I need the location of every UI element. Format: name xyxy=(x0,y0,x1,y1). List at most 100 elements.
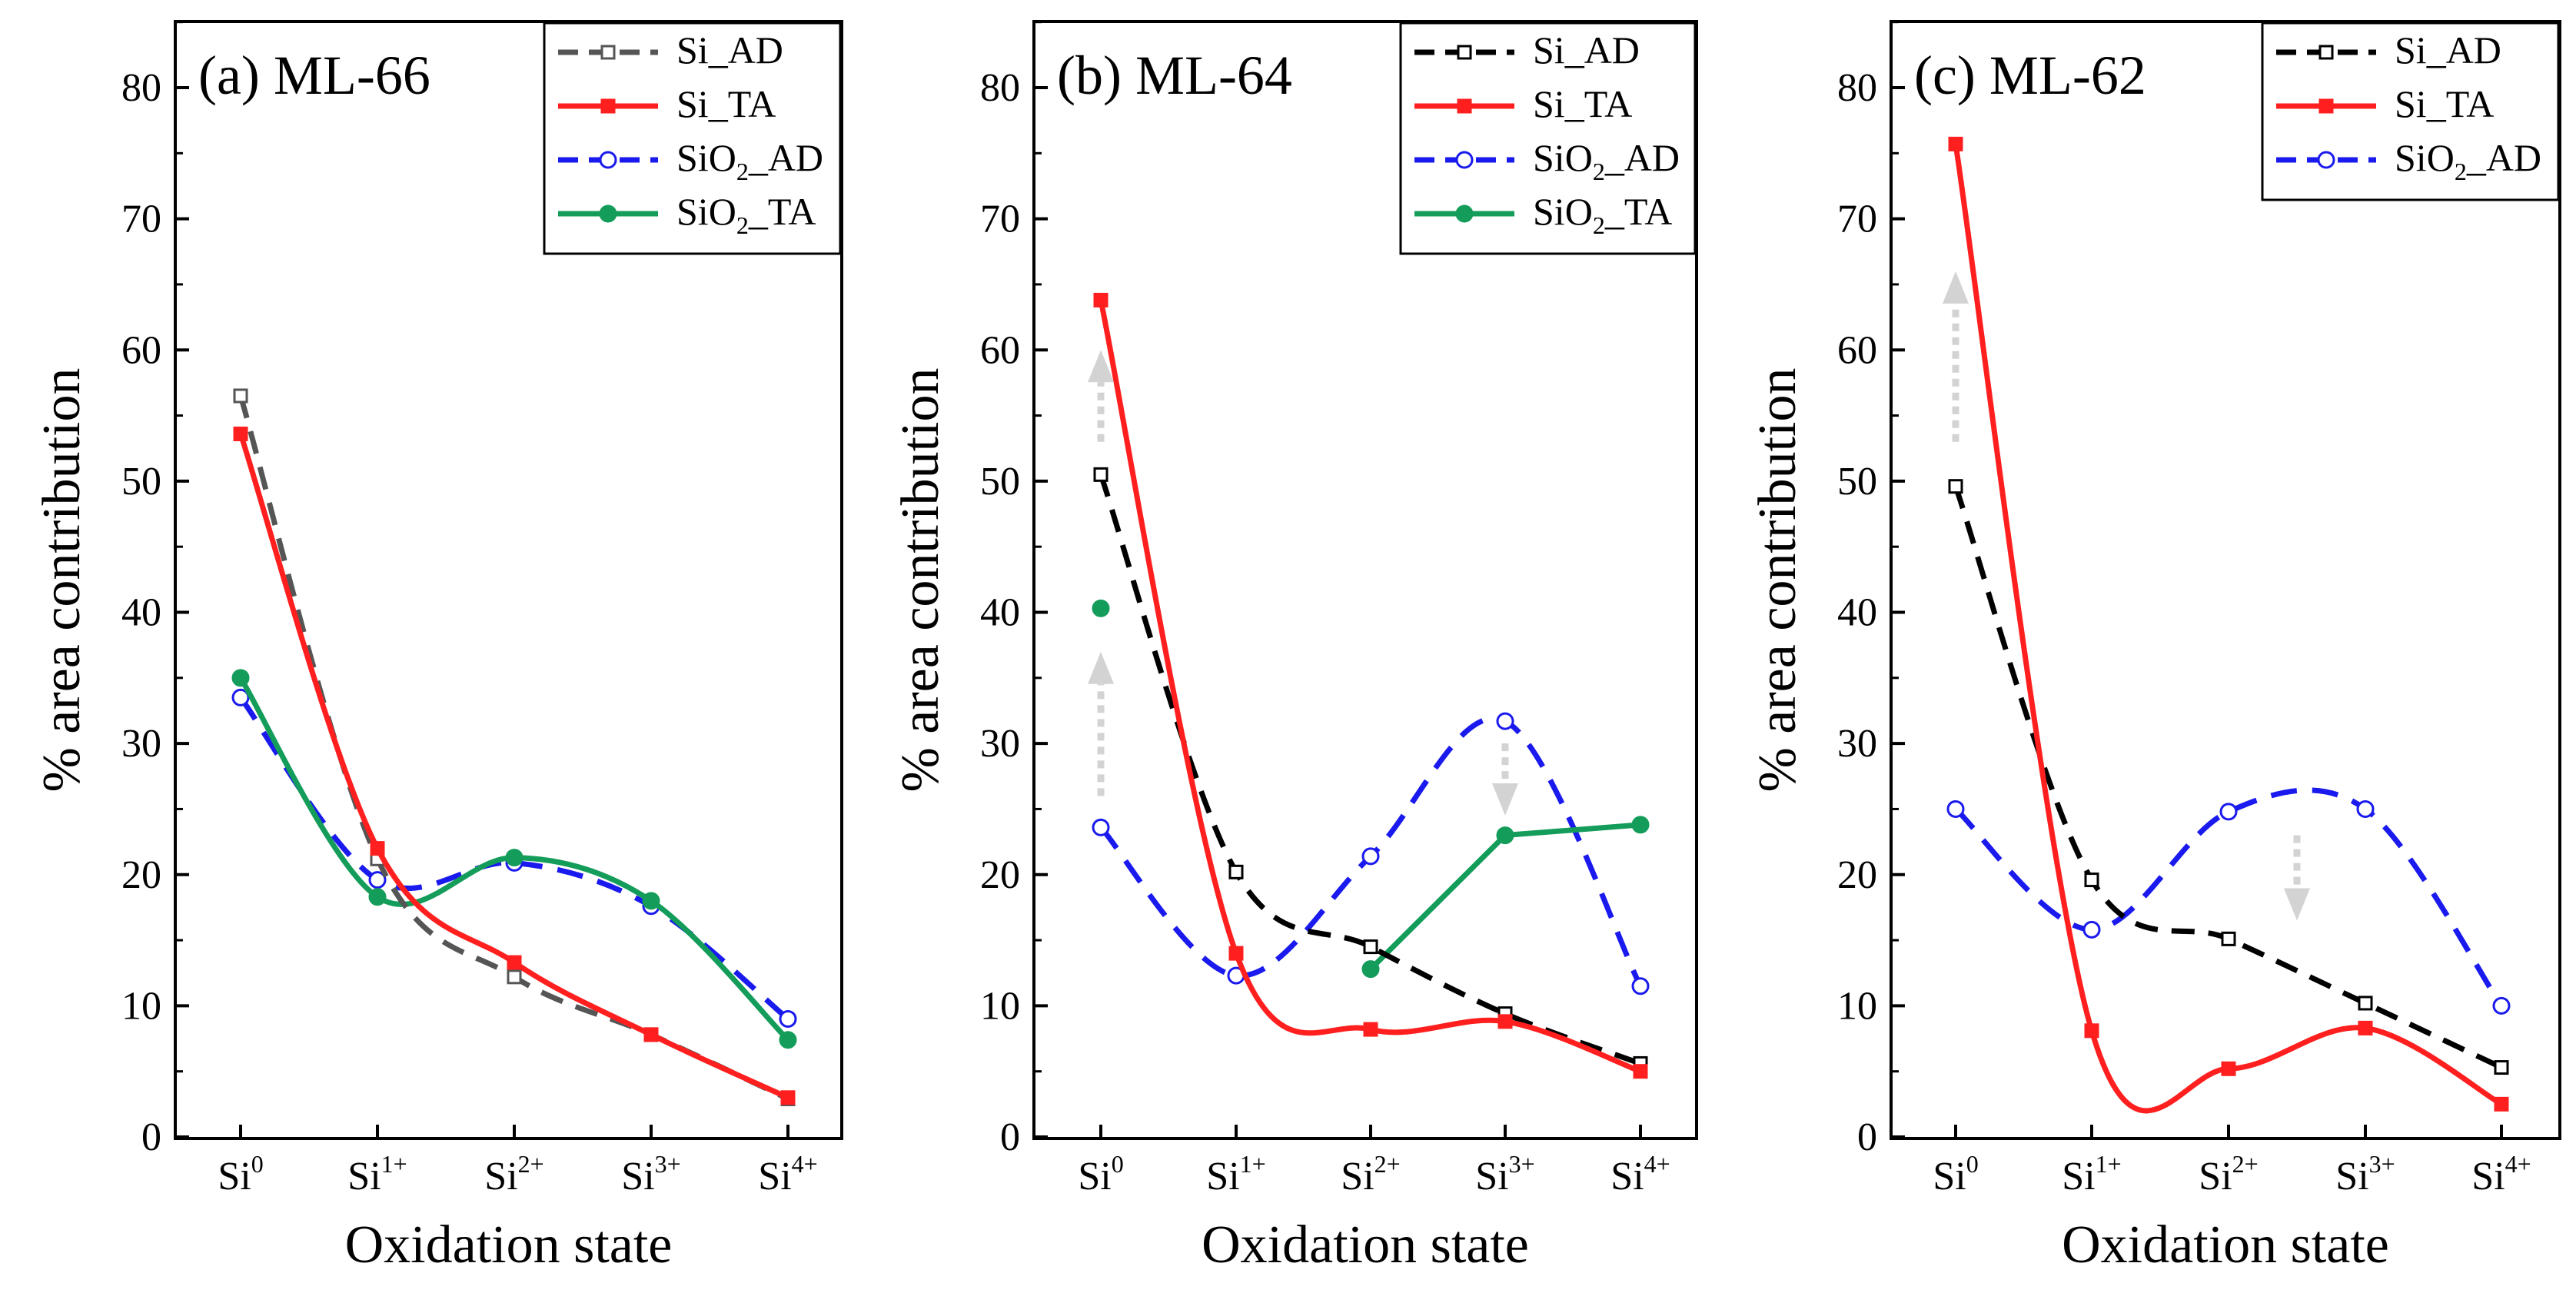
data-point-sio2-ta-si0 xyxy=(231,669,250,687)
x-tick-label-si4-: Si4+ xyxy=(1610,1150,1670,1198)
data-point-si-ad-si0 xyxy=(1948,479,1963,494)
data-point-si-ta-si0 xyxy=(233,426,248,441)
data-point-sio2-ad-si1- xyxy=(2082,920,2101,939)
data-point-sio2-ad-si1- xyxy=(368,871,387,889)
y-tick-label: 50 xyxy=(980,460,1020,504)
data-point-si-ta-si3- xyxy=(2358,1020,2373,1035)
series-line xyxy=(238,433,789,1100)
x-tick-label-si0: Si0 xyxy=(1078,1150,1123,1198)
data-point-si-ta-si0 xyxy=(1948,136,1963,151)
y-tick-label: 80 xyxy=(121,66,161,110)
x-tick-label-si0: Si0 xyxy=(218,1150,263,1198)
chart-panel-1: 0 10 20 30 40 50 60 70 80 Si0 Si1+ Si2+ Si3+ Si4+ Oxid… xyxy=(32,20,843,1275)
data-point-si-ad-si2- xyxy=(507,969,522,985)
y-tick-label: 20 xyxy=(980,853,1020,897)
x-tick-label-si3-: Si3+ xyxy=(621,1150,680,1198)
y-axis-title: % area contribution xyxy=(891,367,950,792)
legend-marker xyxy=(600,98,616,114)
legend-label-sio2-ta: SiO2_TA xyxy=(1533,190,1672,239)
data-point-si-ta-si3- xyxy=(1497,1014,1513,1029)
data-point-sio2-ad-si0 xyxy=(1946,799,1965,818)
legend: Si_AD Si_TA SiO2_AD SiO2_TA xyxy=(543,22,842,255)
data-point-si-ta-si4- xyxy=(780,1090,796,1105)
x-axis-title: Oxidation state xyxy=(2062,1215,2389,1275)
data-point-si-ad-si2- xyxy=(1363,939,1378,955)
plot-frame xyxy=(1032,20,1698,1140)
legend-marker xyxy=(2318,45,2334,60)
data-point-si-ad-si0 xyxy=(1093,467,1109,482)
data-point-sio2-ta-si2- xyxy=(505,849,524,867)
x-tick-label-si0: Si0 xyxy=(1933,1150,1978,1198)
y-tick-label: 40 xyxy=(980,591,1020,635)
series-sio2-ad xyxy=(1092,712,1650,996)
y-tick-label: 60 xyxy=(980,328,1020,372)
y-tick-label: 0 xyxy=(1000,1115,1020,1159)
chart-panel-2: 0 10 20 30 40 50 60 70 80 Si0 Si1+ Si2+ Si3+ Si4+ Oxid… xyxy=(891,20,1698,1275)
panel-label: (b) ML-64 xyxy=(1057,45,1292,106)
y-tick-label: 10 xyxy=(980,984,1020,1028)
legend-marker xyxy=(599,204,617,223)
data-point-sio2-ta-si2- xyxy=(1361,960,1380,979)
legend-label-si-ta: Si_TA xyxy=(676,82,776,125)
legend-label-sio2-ad: SiO2_AD xyxy=(2395,136,2541,185)
y-tick-label: 50 xyxy=(121,460,161,504)
annotation-arrow-2-head xyxy=(1088,651,1114,684)
legend-label-si-ta: Si_TA xyxy=(1533,82,1632,125)
x-tick-label-si2-: Si2+ xyxy=(2199,1150,2258,1198)
data-point-si-ta-si2- xyxy=(507,955,522,970)
x-tick-label-si3-: Si3+ xyxy=(2335,1150,2395,1198)
series-si-ta xyxy=(233,426,796,1105)
y-tick-label: 50 xyxy=(1837,460,1877,504)
data-point-sio2-ad-si0 xyxy=(231,688,250,706)
x-tick-label-si4-: Si4+ xyxy=(758,1150,817,1198)
x-tick-label-si1-: Si1+ xyxy=(2062,1150,2121,1198)
data-point-sio2-ad-si4- xyxy=(1631,977,1650,996)
data-point-sio2-ta-si3- xyxy=(642,892,660,910)
series-si-ta xyxy=(1948,136,2509,1114)
data-point-sio2-ad-si2- xyxy=(2219,803,2238,821)
x-tick-label-si1-: Si1+ xyxy=(1206,1150,1265,1198)
series-si-ad xyxy=(233,388,796,1107)
data-point-si-ad-si0 xyxy=(233,388,248,404)
data-point-sio2-ta-si3- xyxy=(1496,826,1514,845)
series-line xyxy=(1368,822,1641,972)
data-point-si-ta-si2- xyxy=(1363,1022,1378,1037)
plot-frame xyxy=(174,20,843,1140)
data-point-sio2-ad-si3- xyxy=(1496,712,1514,730)
y-tick-label: 60 xyxy=(1837,328,1877,372)
x-tick-label-si4-: Si4+ xyxy=(2471,1150,2531,1198)
series-line xyxy=(1953,485,2503,1070)
series-line xyxy=(238,394,789,1102)
y-axis-title: % area contribution xyxy=(32,367,91,792)
legend-marker xyxy=(1455,151,1474,169)
series-si-ad xyxy=(1948,479,2509,1075)
x-tick-label-si3-: Si3+ xyxy=(1475,1150,1534,1198)
data-point-si-ad-si1- xyxy=(1228,864,1244,879)
series-si-ad xyxy=(1093,467,1648,1071)
y-tick-label: 0 xyxy=(1857,1115,1877,1159)
legend-marker xyxy=(1457,98,1472,114)
y-tick-label: 20 xyxy=(121,853,161,897)
y-tick-label: 20 xyxy=(1837,853,1877,897)
plot-frame xyxy=(1890,20,2561,1140)
y-tick-label: 80 xyxy=(1837,66,1877,110)
legend-marker xyxy=(600,45,616,60)
y-tick-label: 10 xyxy=(121,984,161,1028)
data-point-sio2-ta-si4- xyxy=(779,1031,797,1049)
y-tick-label: 70 xyxy=(1837,198,1877,241)
data-point-si-ad-si1- xyxy=(2084,873,2099,888)
annotation-arrow-1-head xyxy=(1943,271,1969,304)
x-axis-title: Oxidation state xyxy=(1202,1215,1529,1275)
data-point-si-ta-si1- xyxy=(370,841,385,856)
x-tick-label-si2-: Si2+ xyxy=(484,1150,543,1198)
data-point-sio2-ad-si0 xyxy=(1092,818,1110,836)
series-line xyxy=(1098,299,1642,1074)
data-point-sio2-ta-si1- xyxy=(368,888,387,906)
series-sio2-ta xyxy=(231,669,797,1049)
annotation-arrow-1-head xyxy=(1088,350,1114,383)
y-tick-label: 40 xyxy=(1837,591,1877,635)
y-tick-label: 10 xyxy=(1837,984,1877,1028)
legend-label-sio2-ta: SiO2_TA xyxy=(676,190,816,239)
series-sio2-ta xyxy=(1092,599,1650,979)
